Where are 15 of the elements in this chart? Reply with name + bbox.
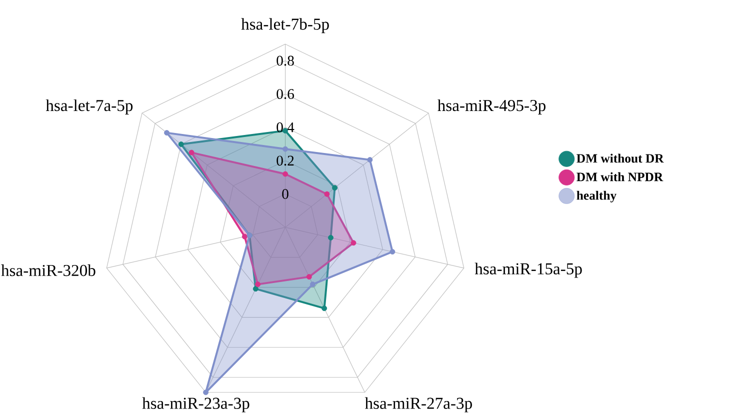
spoke-label: hsa-miR-23a-3p [142,397,250,412]
spoke-label: hsa-miR-27a-3p [364,397,472,412]
legend-label: healthy [576,190,616,202]
legend-label: DM with NPDR [576,172,664,182]
spoke-label: hsa-miR-15a-5p [474,262,582,278]
spoke-label: hsa-let-7b-5p [241,18,329,33]
spoke-label: hsa-miR-495-3p [438,99,546,114]
spoke-label: hsa-let-7a-5p [46,99,133,114]
y-tick-label: 0.8 [276,56,294,66]
y-tick-label: 0 [282,188,288,199]
y-tick-label: 0.4 [276,122,294,132]
legend-label: DM without DR [576,154,664,162]
y-tick-label: 0.6 [276,88,294,99]
spoke-label: hsa-miR-320b [1,264,96,276]
y-tick-label: 0.2 [276,156,294,166]
